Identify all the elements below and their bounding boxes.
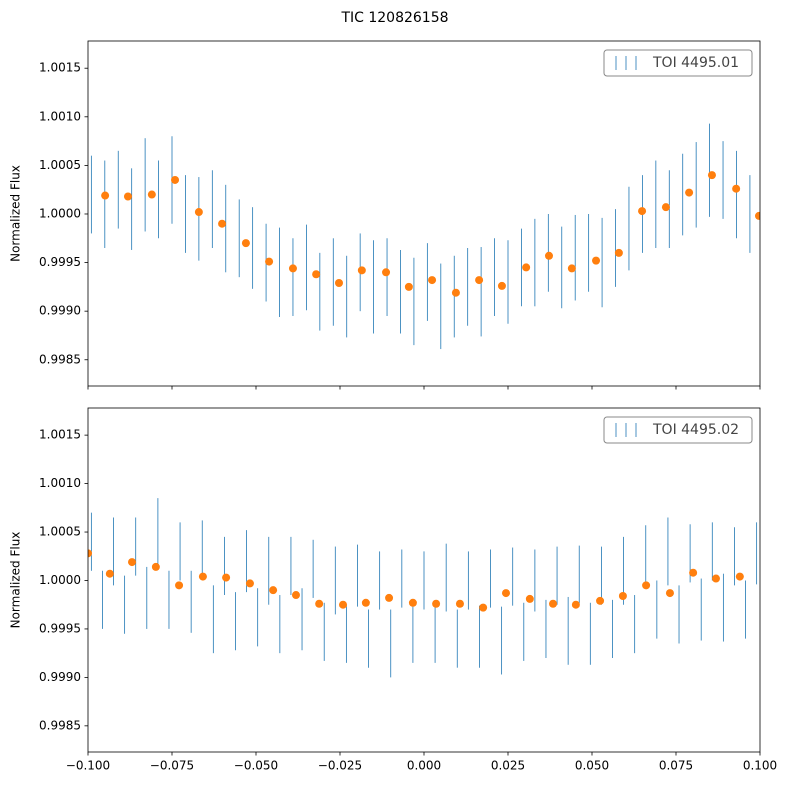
binned-point xyxy=(707,171,716,180)
legend: TOI 4495.01 xyxy=(603,49,753,77)
binned-point xyxy=(288,264,297,273)
y-tick-label: 1.0015 xyxy=(39,61,81,75)
binned-point xyxy=(339,600,348,609)
x-tick-label: 0.050 xyxy=(575,759,609,773)
figure-title: TIC 120826158 xyxy=(340,10,448,26)
x-tick-label: 0.025 xyxy=(491,759,525,773)
y-tick-label: 1.0005 xyxy=(39,525,81,539)
binned-point xyxy=(661,203,670,212)
x-tick-label: −0.075 xyxy=(150,759,194,773)
binned-point xyxy=(497,281,506,290)
binned-point xyxy=(334,278,343,287)
x-tick-label: −0.050 xyxy=(234,759,278,773)
y-tick-label: 0.9990 xyxy=(39,670,81,684)
binned-point xyxy=(754,211,760,220)
binned-point xyxy=(689,568,698,577)
plot-area xyxy=(90,123,760,350)
binned-point xyxy=(665,589,674,598)
binned-point xyxy=(147,190,156,199)
legend-box xyxy=(603,416,753,444)
binned-point xyxy=(642,581,651,590)
y-axis-label: Normalized Flux xyxy=(9,532,23,629)
binned-point xyxy=(123,192,132,201)
binned-point xyxy=(128,558,137,567)
binned-point xyxy=(218,219,227,228)
x-tick-label: −0.025 xyxy=(318,759,362,773)
y-tick-label: 1.0015 xyxy=(39,428,81,442)
binned-point xyxy=(455,599,464,608)
y-tick-label: 1.0000 xyxy=(39,206,81,220)
x-tick-label: 0.075 xyxy=(659,759,693,773)
y-tick-label: 1.0010 xyxy=(39,109,81,123)
binned-point xyxy=(291,591,300,600)
binned-point xyxy=(269,586,278,595)
binned-point xyxy=(265,257,274,266)
binned-point xyxy=(544,251,553,260)
binned-point xyxy=(361,598,370,607)
legend-label: TOI 4495.02 xyxy=(652,422,739,438)
binned-point xyxy=(614,248,623,257)
binned-point xyxy=(618,591,627,600)
y-tick-label: 0.9985 xyxy=(39,718,81,732)
legend-label: TOI 4495.01 xyxy=(652,55,739,71)
binned-point xyxy=(194,208,203,217)
binned-point xyxy=(711,574,720,583)
y-tick-label: 0.9985 xyxy=(39,352,81,366)
binned-point xyxy=(101,191,110,200)
y-tick-label: 0.9995 xyxy=(39,255,81,269)
binned-point xyxy=(105,569,114,578)
binned-point xyxy=(382,268,391,277)
binned-point xyxy=(88,549,92,558)
binned-point xyxy=(241,239,250,248)
legend-box xyxy=(603,49,753,77)
binned-point xyxy=(735,572,744,581)
binned-point xyxy=(501,589,510,598)
binned-point xyxy=(428,276,437,285)
binned-point xyxy=(385,593,394,602)
binned-point xyxy=(408,598,417,607)
binned-point xyxy=(475,276,484,285)
y-tick-label: 1.0000 xyxy=(39,573,81,587)
legend: TOI 4495.02 xyxy=(603,416,753,444)
binned-point xyxy=(571,600,580,609)
binned-point xyxy=(404,282,413,291)
y-tick-label: 0.9990 xyxy=(39,304,81,318)
binned-point xyxy=(685,188,694,197)
binned-point xyxy=(638,207,647,216)
binned-point xyxy=(432,599,441,608)
binned-point xyxy=(198,572,207,581)
binned-point xyxy=(596,596,605,605)
binned-point xyxy=(171,175,180,184)
binned-point xyxy=(549,599,558,608)
y-axis-label: Normalized Flux xyxy=(9,165,23,262)
y-tick-label: 1.0010 xyxy=(39,476,81,490)
binned-point xyxy=(315,599,324,608)
binned-point xyxy=(732,184,741,193)
x-tick-label: 0.100 xyxy=(743,759,777,773)
binned-point xyxy=(175,581,184,590)
binned-point xyxy=(222,573,231,582)
binned-point xyxy=(479,603,488,612)
x-tick-label: −0.100 xyxy=(66,759,110,773)
binned-point xyxy=(592,256,601,265)
binned-point xyxy=(245,579,254,588)
plot-area xyxy=(88,498,758,678)
binned-point xyxy=(151,562,160,571)
binned-point xyxy=(522,263,531,272)
x-tick-label: 0.000 xyxy=(407,759,441,773)
binned-point xyxy=(357,266,366,275)
binned-point xyxy=(312,270,321,279)
binned-point xyxy=(525,594,534,603)
y-tick-label: 0.9995 xyxy=(39,621,81,635)
binned-point xyxy=(567,264,576,273)
y-tick-label: 1.0005 xyxy=(39,158,81,172)
binned-point xyxy=(451,288,460,297)
